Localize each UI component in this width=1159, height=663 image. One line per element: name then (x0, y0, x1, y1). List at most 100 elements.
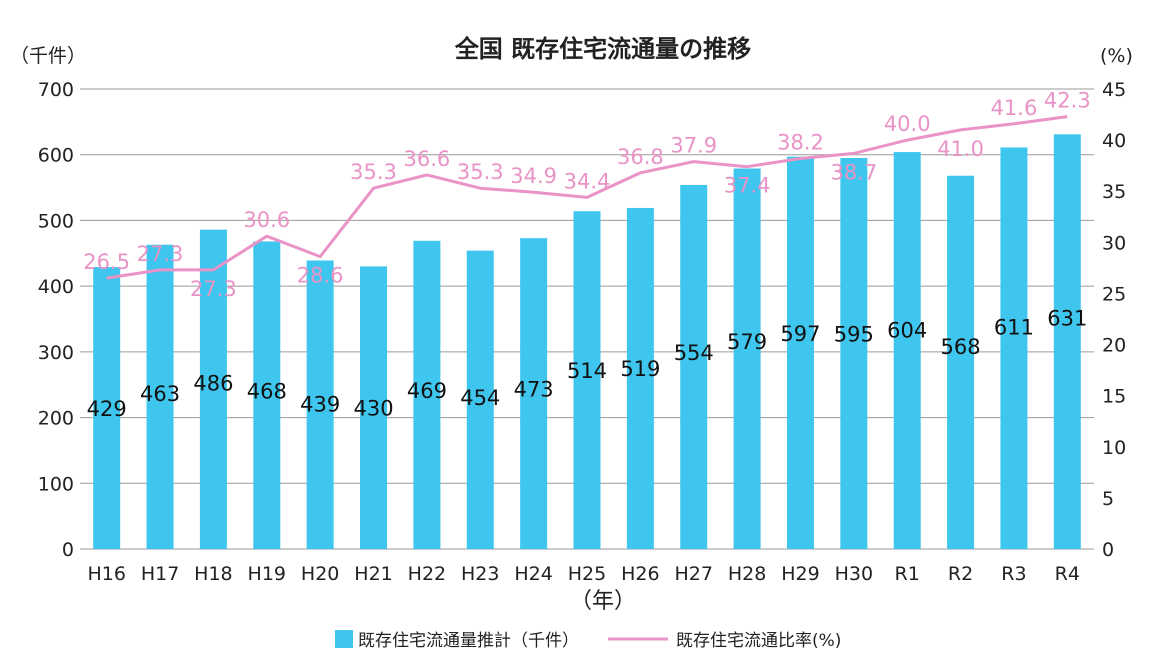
legend: 既存住宅流通量推計（千件） 既存住宅流通比率(%) (335, 630, 841, 651)
line-data-label: 38.7 (830, 160, 877, 184)
bar (1000, 147, 1028, 549)
x-tick-label: H17 (141, 563, 179, 585)
bar-data-label: 597 (780, 322, 820, 346)
y-right-tick-label: 10 (1102, 437, 1126, 459)
x-tick-label: H16 (87, 563, 125, 585)
x-tick-label: H29 (781, 563, 819, 585)
line-data-label: 37.9 (670, 134, 717, 158)
line-data-label: 35.3 (350, 160, 397, 184)
line-data-label: 26.5 (83, 250, 130, 274)
bar-data-label: 463 (140, 382, 180, 406)
y-left-tick-label: 100 (38, 473, 74, 495)
bar-data-label: 429 (87, 397, 127, 421)
bar-data-label: 611 (994, 316, 1034, 340)
x-tick-label: R2 (948, 563, 973, 585)
y-left-unit: （千件） (10, 45, 86, 67)
legend-line-label: 既存住宅流通比率(%) (676, 631, 841, 651)
bar (199, 229, 227, 549)
bar (1053, 134, 1081, 550)
legend-bar-label: 既存住宅流通量推計（千件） (358, 631, 579, 651)
bar (840, 158, 868, 549)
line-data-label: 34.9 (510, 164, 557, 188)
bar-data-label: 430 (353, 397, 393, 421)
bar (360, 266, 388, 549)
bar-data-label: 473 (514, 377, 554, 401)
bar (146, 244, 174, 549)
bar (466, 250, 494, 549)
bar-data-label: 514 (567, 359, 607, 383)
line-data-label: 37.4 (724, 174, 771, 198)
line-data-label: 42.3 (1044, 89, 1091, 113)
bar (947, 175, 975, 549)
line-data-label: 27.3 (190, 277, 237, 301)
line-data-label: 30.6 (243, 208, 290, 232)
line-data-label: 34.4 (564, 169, 611, 193)
bar-data-label: 631 (1047, 307, 1087, 331)
bar (626, 207, 654, 549)
bar-data-label: 568 (941, 335, 981, 359)
y-right-tick-label: 0 (1102, 539, 1114, 561)
x-tick-label: H28 (728, 563, 766, 585)
y-right-tick-label: 35 (1102, 181, 1126, 203)
x-axis-title: （年） (570, 589, 636, 614)
line-data-label: 38.2 (777, 131, 824, 155)
bar (680, 184, 708, 549)
x-tick-label: H24 (514, 563, 552, 585)
y-right-axis: 0 5 10 15 20 25 30 35 40 45 (1102, 79, 1126, 561)
y-right-tick-label: 45 (1102, 79, 1126, 101)
x-tick-label: H23 (461, 563, 499, 585)
bar (786, 156, 814, 549)
bar (520, 238, 548, 549)
bar-data-label: 454 (460, 386, 500, 410)
y-right-tick-label: 15 (1102, 386, 1126, 408)
bar-data-label: 595 (834, 323, 874, 347)
bar (253, 241, 281, 549)
x-tick-label: H30 (835, 563, 873, 585)
line-path (106, 115, 1068, 280)
x-tick-label: H27 (675, 563, 713, 585)
bar-data-label: 579 (727, 330, 767, 354)
line-data-labels: 26.5 27.327.330.628.635.336.635.3 34.9 34.4… (83, 89, 1090, 301)
line-data-label: 27.3 (137, 242, 184, 266)
x-tick-label: R1 (895, 563, 920, 585)
y-right-tick-label: 40 (1102, 130, 1126, 152)
bar-data-label: 439 (300, 393, 340, 417)
line-data-label: 40.0 (884, 112, 931, 136)
line-data-label: 36.8 (617, 145, 664, 169)
line-data-label: 35.3 (457, 160, 504, 184)
bar-data-label: 469 (407, 379, 447, 403)
bar (893, 152, 921, 550)
y-left-tick-label: 700 (38, 79, 74, 101)
y-left-tick-label: 0 (62, 539, 74, 561)
y-right-tick-label: 20 (1102, 335, 1126, 357)
line-data-label: 41.0 (937, 137, 984, 161)
line-series (106, 115, 1068, 280)
line-data-label: 36.6 (404, 147, 451, 171)
y-left-tick-label: 600 (38, 145, 74, 167)
bar (413, 240, 441, 550)
y-left-tick-label: 400 (38, 276, 74, 298)
y-left-tick-label: 300 (38, 342, 74, 364)
x-tick-label: R3 (1001, 563, 1026, 585)
bar (733, 168, 761, 549)
x-tick-label: H19 (248, 563, 286, 585)
x-tick-label: R4 (1055, 563, 1080, 585)
x-tick-label: H21 (354, 563, 392, 585)
legend-bar-swatch (335, 630, 353, 648)
bar (93, 267, 121, 549)
x-tick-label: H18 (194, 563, 232, 585)
y-right-unit: (%) (1100, 45, 1133, 67)
bar (573, 211, 601, 549)
x-tick-label: H22 (408, 563, 446, 585)
x-tick-label: H20 (301, 563, 339, 585)
y-left-tick-label: 200 (38, 408, 74, 430)
x-tick-label: H26 (621, 563, 659, 585)
y-left-tick-label: 500 (38, 210, 74, 232)
y-right-tick-label: 25 (1102, 283, 1126, 305)
chart-title: 全国 既存住宅流通量の推移 (454, 35, 751, 63)
line-data-label: 41.6 (991, 96, 1038, 120)
bar-data-label: 486 (193, 372, 233, 396)
y-left-axis: 0 100 200 300 400 500 600 700 (38, 79, 74, 561)
y-right-tick-label: 5 (1102, 488, 1114, 510)
